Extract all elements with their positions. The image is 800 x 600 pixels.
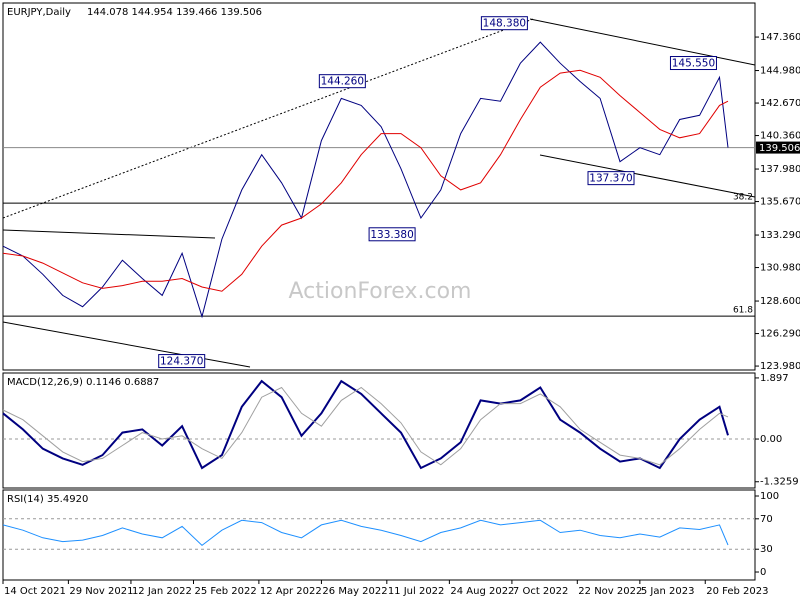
- y-tick-label: 0.00: [760, 434, 782, 445]
- panel-title: RSI(14) 35.4920: [7, 494, 88, 505]
- annotation-label: 124.370: [160, 356, 203, 368]
- y-tick-label: 1.897: [760, 373, 789, 384]
- x-tick-label: 12 Apr 2022: [260, 586, 322, 597]
- y-tick-label: 128.600: [760, 296, 800, 307]
- y-tick-label: 147.360: [760, 32, 800, 43]
- series-line: [2, 41, 729, 319]
- x-tick-label: 14 Oct 2021: [4, 586, 66, 597]
- y-tick-label: 130.980: [760, 263, 800, 274]
- x-tick-label: 26 May 2022: [322, 586, 387, 597]
- y-tick-label: 135.670: [760, 197, 800, 208]
- y-tick-label: 0: [760, 567, 766, 578]
- panel-title: MACD(12,26,9) 0.1146 0.6887: [7, 377, 159, 388]
- x-tick-label: 24 Aug 2022: [450, 586, 514, 597]
- x-tick-label: 20 Feb 2023: [706, 586, 768, 597]
- annotation-label: 144.260: [321, 76, 364, 88]
- y-tick-label: 137.980: [760, 164, 800, 175]
- y-tick-label: 123.980: [760, 361, 800, 372]
- annotation-box: [158, 354, 206, 369]
- panel-frame: [2, 372, 756, 489]
- y-tick-label: 140.360: [760, 131, 800, 142]
- x-tick-label: 7 Oct 2022: [513, 586, 568, 597]
- annotation-label: 145.550: [672, 58, 715, 70]
- panel-subtitle: 144.078 144.954 139.466 139.506: [87, 7, 262, 18]
- annotation-box: [368, 227, 416, 242]
- y-tick-label: -1.3259: [760, 477, 799, 488]
- fib-label: 38.2: [733, 193, 753, 203]
- last-price-box: [756, 141, 800, 154]
- trendline: [539, 154, 756, 198]
- trendline: [529, 18, 756, 66]
- y-tick-label: 30: [760, 544, 773, 555]
- panel-title: EURJPY,Daily: [7, 7, 71, 18]
- annotation-label: 148.380: [483, 18, 526, 30]
- x-tick-label: 29 Nov 2021: [69, 586, 133, 597]
- trendline: [2, 229, 216, 239]
- panel-frame: [2, 2, 756, 371]
- series-line: [2, 379, 729, 470]
- last-price-label: 139.506: [759, 143, 800, 154]
- annotation-label: 137.370: [589, 173, 632, 185]
- y-tick-label: 100: [760, 491, 779, 502]
- y-tick-label: 126.290: [760, 329, 800, 340]
- annotation-box: [587, 171, 635, 186]
- fib-label: 61.8: [733, 306, 753, 316]
- series-line: [2, 386, 729, 466]
- series-line: [2, 69, 729, 292]
- y-tick-label: 142.670: [760, 98, 800, 109]
- watermark: ActionForex.com: [289, 279, 472, 304]
- annotation-box: [318, 74, 366, 89]
- x-tick-label: 25 Feb 2022: [194, 586, 256, 597]
- x-tick-label: 11 Jul 2022: [388, 586, 445, 597]
- y-tick-label: 133.290: [760, 230, 800, 241]
- x-tick-label: 12 Jan 2022: [132, 586, 192, 597]
- x-tick-label: 5 Jan 2023: [641, 586, 695, 597]
- trendlines: [2, 18, 756, 368]
- y-tick-label: 70: [760, 514, 773, 525]
- panel-frame: [2, 489, 756, 581]
- annotation-box: [480, 16, 528, 31]
- annotation-label: 133.380: [370, 229, 413, 241]
- x-tick-label: 22 Nov 2022: [578, 586, 642, 597]
- y-tick-label: 144.980: [760, 66, 800, 77]
- trendline: [2, 321, 251, 368]
- trendline: [2, 18, 534, 219]
- annotation-box: [669, 56, 717, 71]
- series-line: [2, 519, 729, 547]
